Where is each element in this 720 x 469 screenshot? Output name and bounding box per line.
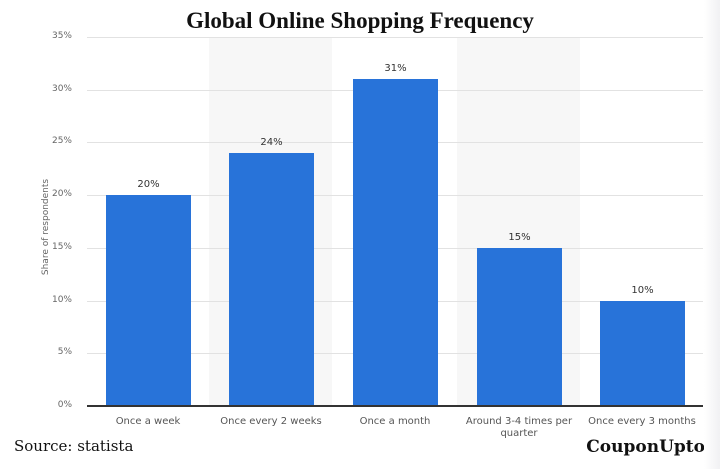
y-tick-label: 5% [57, 347, 72, 358]
value-label: 20% [137, 179, 160, 191]
chart-title: Global Online Shopping Frequency [186, 8, 534, 33]
bar[interactable] [477, 247, 562, 406]
gridline [87, 37, 703, 38]
y-tick-label: 35% [51, 31, 72, 41]
y-tick-label: 10% [51, 294, 72, 305]
value-label: 31% [384, 63, 407, 75]
x-tick-label: Once every 2 weeks [220, 416, 322, 427]
right-edge-shadow [704, 0, 720, 469]
source-credit: Source: statista [14, 437, 134, 455]
x-tick-label: Once a month [359, 416, 431, 427]
brand-logo-text: CouponUpto [586, 437, 705, 457]
value-label: 10% [631, 284, 654, 296]
x-tick-label: Once every 3 months [588, 416, 696, 427]
x-tick-label: Once a week [115, 416, 181, 427]
x-tick-label: Around 3-4 times per quarter [465, 416, 573, 439]
x-axis-line [87, 405, 703, 407]
y-tick-label: 30% [51, 83, 72, 94]
bar[interactable] [353, 79, 438, 406]
y-tick-label: 0% [57, 400, 72, 410]
value-label: 24% [260, 136, 283, 148]
y-tick-label: 25% [51, 136, 72, 147]
value-label: 15% [508, 231, 531, 243]
bar[interactable] [229, 152, 314, 406]
bar[interactable] [600, 300, 685, 406]
plot-area: 20% 24% 31% 15% 10% [87, 37, 703, 407]
bar[interactable] [106, 195, 191, 406]
y-tick-label: 15% [51, 241, 72, 252]
y-axis-label: Share of respondents [41, 178, 51, 276]
y-tick-label: 20% [51, 189, 72, 200]
